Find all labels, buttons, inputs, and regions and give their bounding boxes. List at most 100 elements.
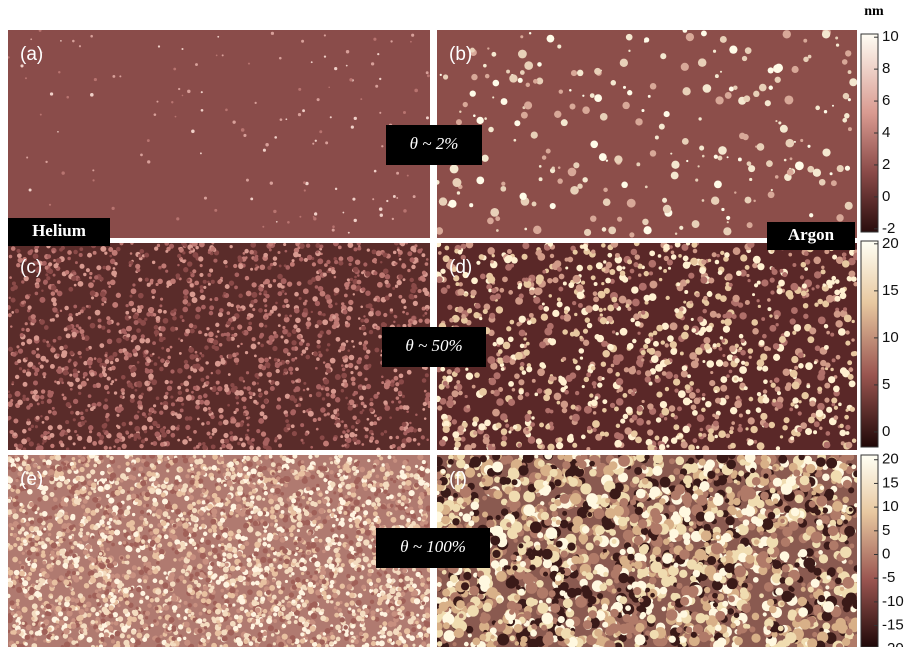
grain xyxy=(783,30,791,38)
grain xyxy=(776,446,780,450)
grain xyxy=(303,410,306,413)
grain xyxy=(260,264,266,270)
grain xyxy=(165,392,168,395)
grain xyxy=(667,335,674,342)
grain xyxy=(181,403,184,406)
grain xyxy=(380,466,386,472)
grain xyxy=(380,261,382,263)
grain xyxy=(255,264,258,267)
grain xyxy=(573,275,581,283)
grain xyxy=(601,268,605,272)
grain xyxy=(348,281,351,284)
grain xyxy=(130,252,133,255)
grain xyxy=(93,490,96,493)
grain xyxy=(323,361,325,363)
grain xyxy=(190,248,193,251)
grain xyxy=(70,411,74,415)
grain xyxy=(326,348,329,351)
grain xyxy=(187,536,190,539)
grain xyxy=(463,102,468,107)
grain xyxy=(798,352,804,358)
grain xyxy=(455,282,459,286)
grain xyxy=(702,360,705,363)
grain xyxy=(7,407,9,409)
grain xyxy=(163,318,169,324)
grain xyxy=(63,370,69,376)
grain xyxy=(247,423,250,426)
grain xyxy=(306,321,312,327)
grain xyxy=(127,634,131,638)
grain xyxy=(547,323,554,330)
grain xyxy=(548,338,553,343)
grain xyxy=(92,441,97,446)
grain xyxy=(187,261,192,266)
grain xyxy=(341,383,344,386)
grain xyxy=(42,339,46,343)
grain xyxy=(530,422,535,427)
grain xyxy=(357,280,362,285)
grain xyxy=(410,321,413,324)
grain xyxy=(499,288,504,293)
grain xyxy=(220,355,223,358)
grain xyxy=(69,542,72,545)
grain xyxy=(79,329,84,334)
grain xyxy=(366,384,371,389)
grain xyxy=(496,306,503,313)
grain xyxy=(101,326,105,330)
grain xyxy=(74,284,77,287)
grain xyxy=(276,221,278,223)
grain xyxy=(623,414,628,419)
grain xyxy=(537,62,542,67)
grain xyxy=(514,373,520,379)
grain xyxy=(100,638,104,642)
grain xyxy=(118,486,122,490)
grain xyxy=(213,259,217,263)
grain xyxy=(268,312,272,316)
grain xyxy=(107,329,111,333)
grain xyxy=(103,404,109,410)
grain xyxy=(180,315,184,319)
grain xyxy=(9,297,11,299)
grain xyxy=(390,40,392,42)
grain xyxy=(185,425,190,430)
grain xyxy=(170,326,175,331)
grain xyxy=(557,401,561,405)
grain xyxy=(471,277,478,284)
grain xyxy=(291,424,295,428)
grain xyxy=(299,341,304,346)
grain xyxy=(35,631,40,636)
grain xyxy=(529,32,531,34)
grain xyxy=(10,430,14,434)
grain xyxy=(13,533,18,538)
grain xyxy=(576,284,584,292)
grain xyxy=(187,469,191,473)
grain xyxy=(338,349,341,352)
grain xyxy=(226,468,229,471)
grain xyxy=(703,296,708,301)
grain xyxy=(176,217,179,220)
grain xyxy=(25,357,28,360)
grain xyxy=(359,553,362,556)
grain xyxy=(177,386,181,390)
grain xyxy=(399,295,403,299)
grain xyxy=(513,139,516,142)
grain xyxy=(22,397,26,401)
grain xyxy=(311,621,316,626)
grain xyxy=(489,378,497,386)
grain xyxy=(681,441,688,448)
grain xyxy=(567,257,573,263)
grain xyxy=(510,264,514,268)
grain xyxy=(739,347,743,351)
unit-label: nm xyxy=(864,4,884,19)
grain xyxy=(662,371,667,376)
grain xyxy=(316,357,320,361)
grain xyxy=(784,95,793,104)
grain xyxy=(81,334,84,337)
grain xyxy=(235,272,240,277)
grain xyxy=(663,269,667,273)
grain xyxy=(250,268,253,271)
grain xyxy=(210,387,213,390)
grain xyxy=(58,611,63,616)
grain xyxy=(152,261,155,264)
grain xyxy=(645,338,651,344)
